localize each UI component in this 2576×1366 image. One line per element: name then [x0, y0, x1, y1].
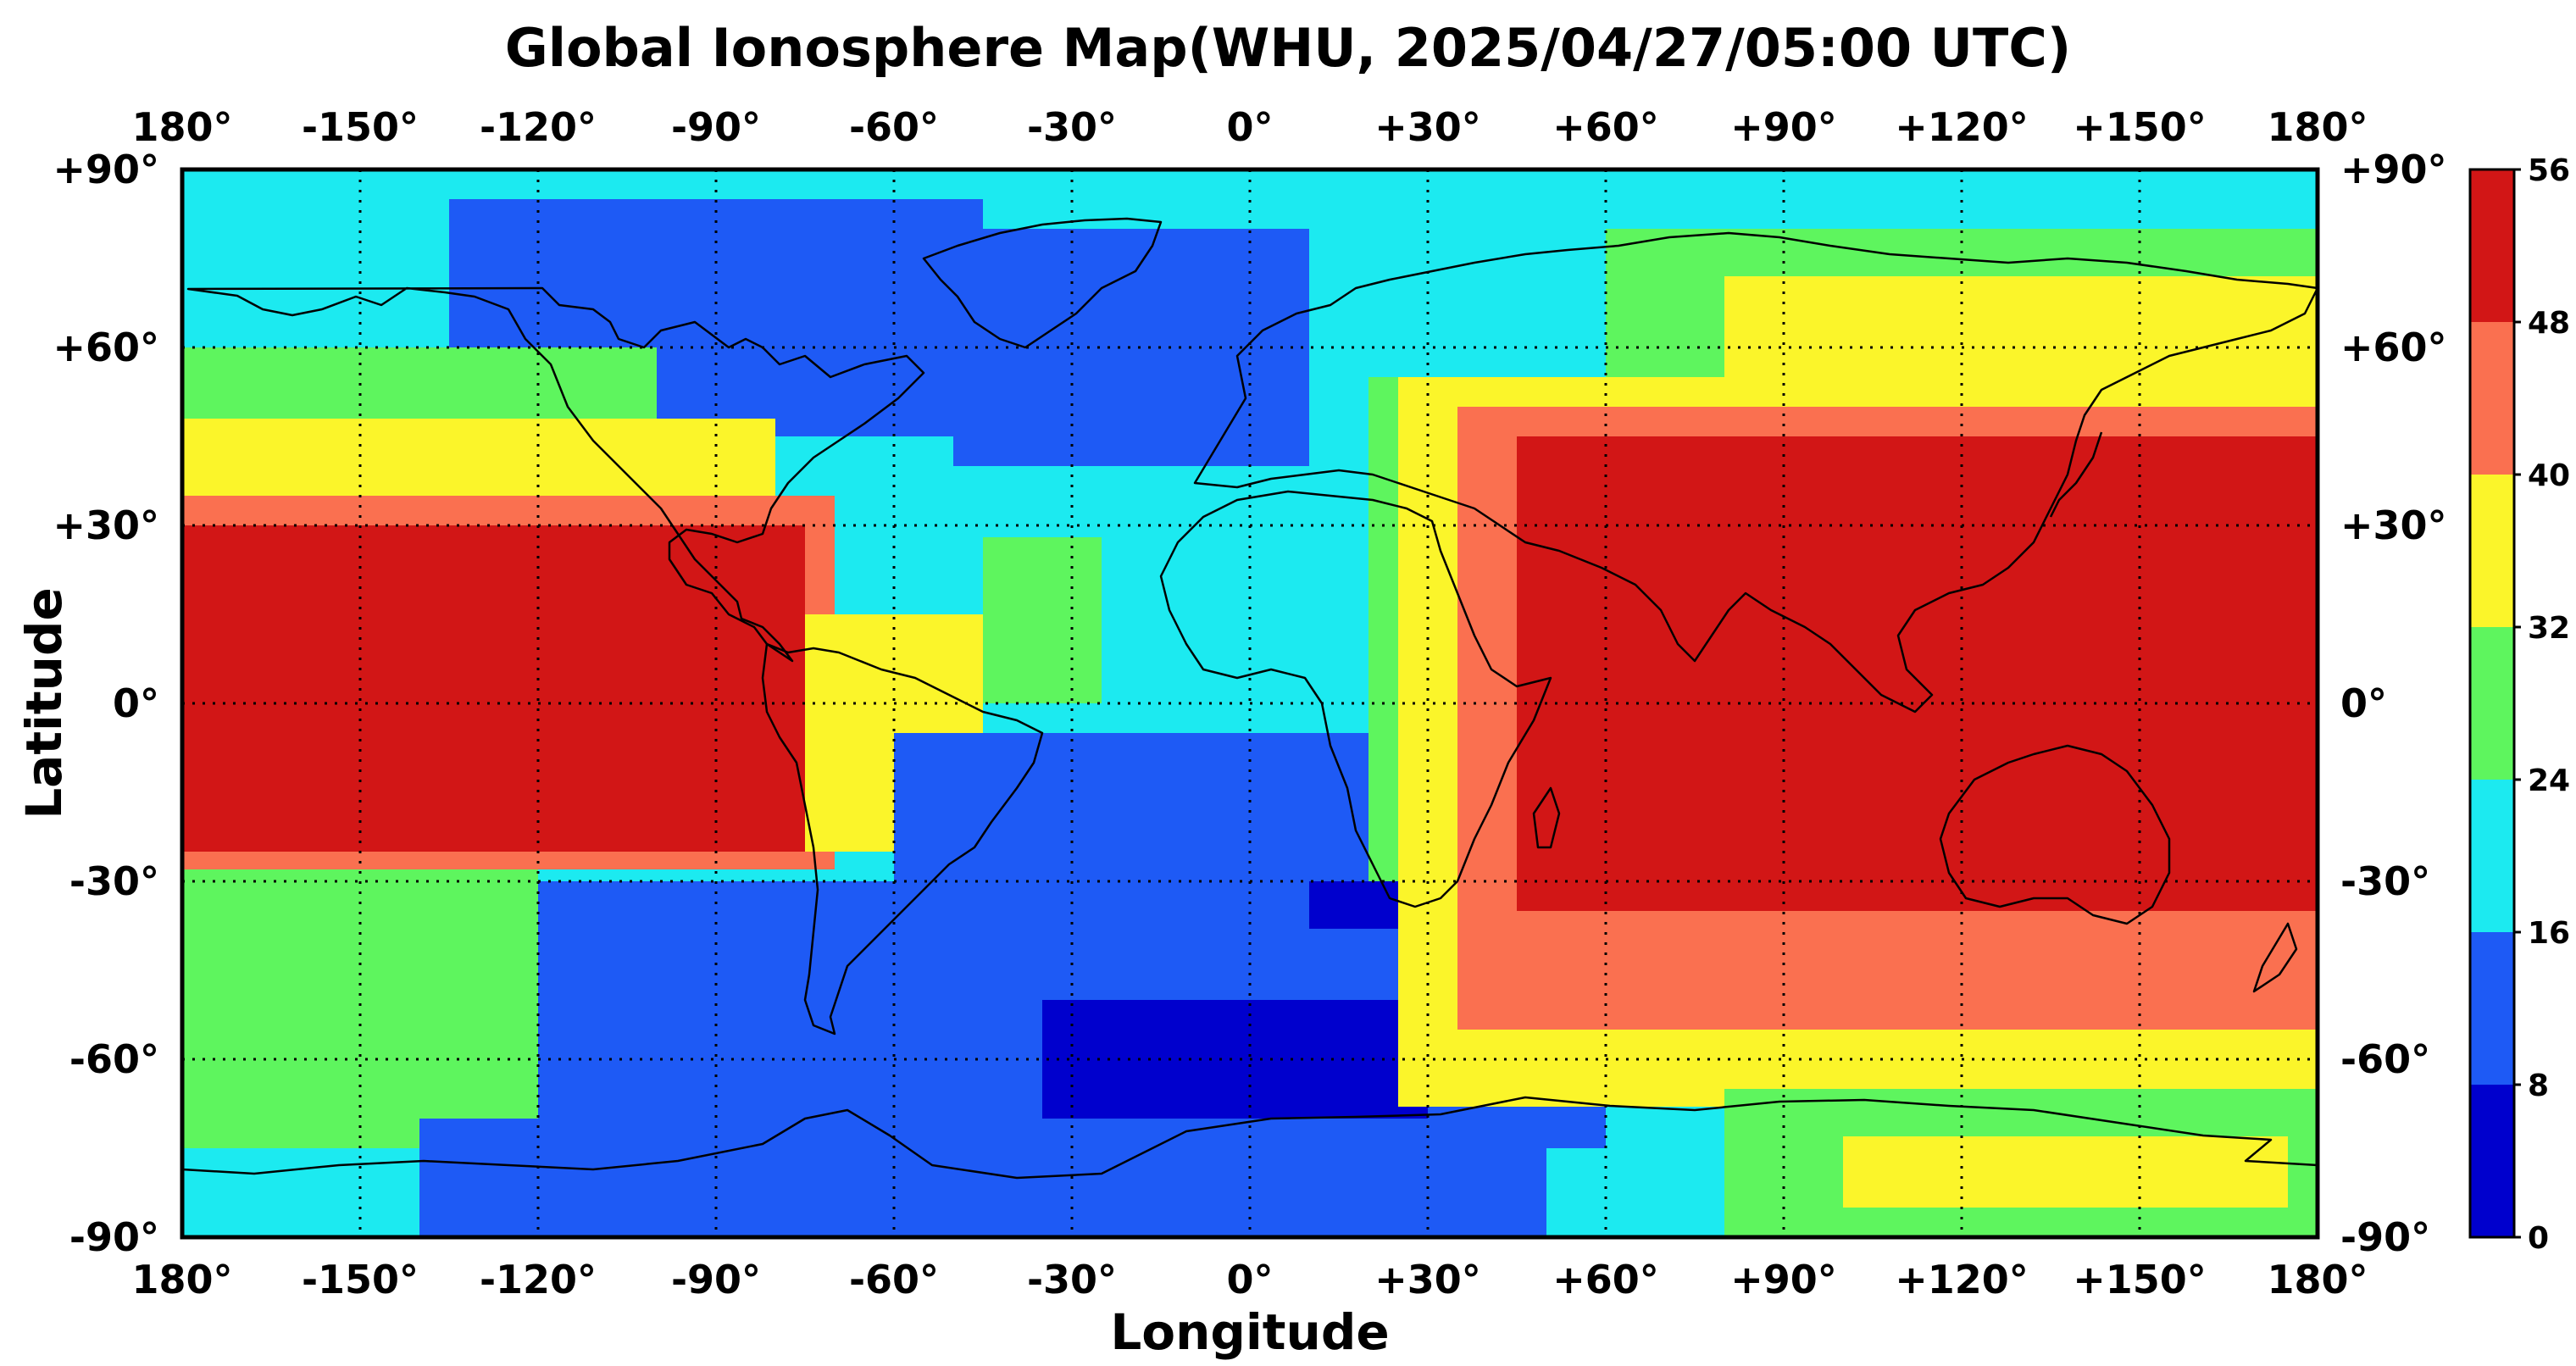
coastline-antarctica [182, 1096, 2318, 1180]
x-tick-label-bottom: -150° [302, 1257, 419, 1302]
tec-region-6 [182, 525, 805, 852]
y-tick-label-right: 0° [2340, 680, 2387, 726]
coastline-eurasia [1193, 231, 2318, 714]
colorbar-segment-5 [2470, 322, 2514, 475]
x-tick-label-top: -30° [1027, 104, 1117, 150]
colorbar-ticks: 56 48 40 32 24 16 8 0 [2514, 153, 2570, 1256]
y-tick-label-left: +60° [53, 325, 159, 370]
x-tick-label-top: 180° [131, 104, 232, 150]
x-tick-label-bottom: 180° [131, 1257, 232, 1302]
colorbar-segment-1 [2470, 932, 2514, 1085]
x-axis-bottom: 180° -150° -120° -90° -60° -30° 0° +30° +60° +90°… [131, 1257, 2368, 1302]
colorbar-tick-label: 16 [2528, 916, 2570, 951]
tec-map-area [182, 169, 2318, 1237]
colorbar-segment-4 [2470, 475, 2514, 627]
colorbar-tick-label: 40 [2528, 458, 2570, 493]
tec-region-14 [419, 1119, 1546, 1237]
y-tick-label-left: 0° [113, 680, 159, 726]
x-tick-label-bottom: -60° [849, 1257, 939, 1302]
x-tick-label-bottom: -120° [480, 1257, 597, 1302]
tec-region-8 [983, 537, 1102, 703]
y-tick-label-left: -90° [69, 1214, 159, 1260]
x-tick-label-top: +60° [1552, 104, 1659, 150]
x-tick-label-bottom: +30° [1374, 1257, 1481, 1302]
y-tick-label-left: -30° [69, 858, 159, 904]
x-tick-label-top: +30° [1374, 104, 1481, 150]
coastline-africa [1159, 490, 1552, 908]
tec-region-13 [182, 869, 538, 1148]
tec-region-22 [1843, 1136, 2288, 1208]
x-tick-label-bottom: -90° [671, 1257, 761, 1302]
tec-region-11 [1309, 881, 1398, 929]
x-tick-label-bottom: +120° [1895, 1257, 2029, 1302]
x-tick-label-top: 0° [1226, 104, 1273, 150]
x-tick-label-top: +120° [1895, 104, 2029, 150]
x-tick-label-bottom: 180° [2267, 1257, 2368, 1302]
x-tick-label-bottom: +60° [1552, 1257, 1659, 1302]
y-axis-label: Latitude [15, 587, 73, 819]
grid-lines [182, 169, 2318, 1237]
colorbar-tick-label: 56 [2528, 153, 2570, 188]
coastline-japan [2049, 431, 2103, 518]
y-tick-label-left: -60° [69, 1036, 159, 1082]
colorbar-segment-3 [2470, 627, 2514, 780]
x-tick-label-top: +150° [2073, 104, 2207, 150]
x-tick-label-top: -120° [480, 104, 597, 150]
x-tick-label-bottom: 0° [1226, 1257, 1273, 1302]
coastline-new-zealand [2252, 922, 2298, 993]
y-tick-label-right: +90° [2340, 147, 2447, 192]
y-tick-label-right: -60° [2340, 1036, 2430, 1082]
colorbar-tick-label: 48 [2528, 306, 2570, 341]
y-tick-label-right: -90° [2340, 1214, 2430, 1260]
colorbar-segment-2 [2470, 780, 2514, 932]
y-axis-left: +90° +60° +30° 0° -30° -60° -90° [53, 147, 159, 1260]
x-axis-top: 180° -150° -120° -90° -60° -30° 0° +30° +60° +90°… [131, 104, 2368, 150]
colorbar-tick-label: 24 [2528, 764, 2570, 798]
x-tick-label-top: 180° [2267, 104, 2368, 150]
colorbar-tick-label: 8 [2528, 1069, 2549, 1103]
colorbar-segment-0 [2470, 1085, 2514, 1237]
map-frame [180, 167, 2320, 1240]
coastlines [182, 217, 2318, 1180]
colorbar-tick-label: 32 [2528, 611, 2570, 646]
x-tick-label-top: +90° [1730, 104, 1837, 150]
colorbar-frame [2468, 168, 2516, 1239]
colorbar-segment-6 [2470, 169, 2514, 322]
x-axis-label: Longitude [1110, 1303, 1389, 1361]
x-tick-label-bottom: +150° [2073, 1257, 2207, 1302]
coastline-north-america [186, 286, 925, 663]
colorbar [2468, 168, 2516, 1239]
tec-region-20 [1517, 436, 2318, 911]
y-tick-label-right: +30° [2340, 503, 2447, 548]
chart-title: Global Ionosphere Map(WHU, 2025/04/27/05… [505, 17, 2071, 79]
x-tick-label-top: -60° [849, 104, 939, 150]
y-tick-label-left: +30° [53, 503, 159, 548]
y-axis-right: +90° +60° +30° 0° -30° -60° -90° [2340, 147, 2447, 1260]
x-tick-label-bottom: -30° [1027, 1257, 1117, 1302]
x-tick-label-top: -150° [302, 104, 419, 150]
x-tick-label-bottom: +90° [1730, 1257, 1837, 1302]
coastline-greenland [922, 217, 1163, 349]
x-tick-label-top: -90° [671, 104, 761, 150]
y-tick-label-right: +60° [2340, 325, 2447, 370]
coastline-madagascar [1532, 786, 1561, 849]
y-tick-label-right: -30° [2340, 858, 2430, 904]
y-tick-label-left: +90° [53, 147, 159, 192]
colorbar-tick-label: 0 [2528, 1221, 2549, 1256]
tec-region-10 [1042, 1000, 1428, 1119]
coastline-south-america [761, 642, 1044, 1036]
coastline-australia [1939, 744, 2171, 925]
